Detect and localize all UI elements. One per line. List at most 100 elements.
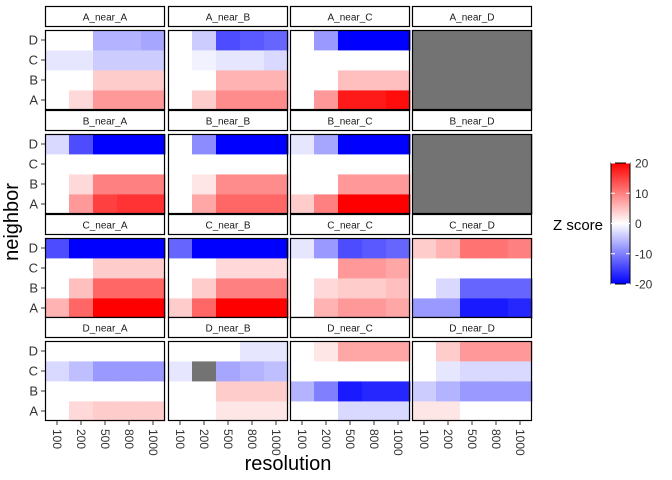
heat-cell <box>45 30 70 51</box>
heat-cell <box>168 154 193 175</box>
heat-cell <box>192 154 217 175</box>
heat-cell <box>508 298 533 319</box>
heat-cell <box>93 90 118 111</box>
y-tick-label: D <box>29 137 38 152</box>
facet-label: C_near_B <box>205 221 250 232</box>
heat-cell <box>45 238 70 259</box>
heat-cell <box>69 298 94 319</box>
heat-cell <box>168 278 193 299</box>
heat-cell <box>338 298 363 319</box>
heat-cell <box>264 298 289 319</box>
heat-cell <box>69 258 94 279</box>
heat-cell <box>117 361 142 382</box>
facet-strip <box>44 5 166 28</box>
heat-cell <box>412 278 437 299</box>
heat-cell <box>290 154 315 175</box>
heat-cell <box>338 194 363 215</box>
facet-panel: A_near_B <box>167 5 289 111</box>
legend-tick-label: -20 <box>635 278 653 292</box>
x-tick-label: 1000 <box>513 429 527 456</box>
heat-cell <box>412 90 437 111</box>
heat-cell <box>69 50 94 71</box>
heat-cell <box>314 50 339 71</box>
heat-cell <box>460 174 485 195</box>
legend-title: Z score <box>553 217 603 234</box>
y-tick-label: B <box>29 73 38 88</box>
heat-cell <box>216 238 241 259</box>
y-tick-label: A <box>29 93 38 108</box>
heat-cell <box>69 90 94 111</box>
heat-cell <box>386 50 411 71</box>
heat-cell <box>216 381 241 402</box>
y-tick-label: C <box>29 157 38 172</box>
facet-label: A_near_A <box>83 13 128 24</box>
y-axis-title: neighbor <box>1 183 23 261</box>
heat-cell <box>216 298 241 319</box>
heat-cell <box>338 174 363 195</box>
y-tick-label: C <box>29 261 38 276</box>
heat-cell <box>386 90 411 111</box>
facet-strip <box>167 109 289 132</box>
facet-strip <box>411 5 533 28</box>
facet-label: A_near_C <box>327 13 372 24</box>
facet-label: B_near_D <box>449 117 494 128</box>
heat-cell <box>386 258 411 279</box>
heat-cell <box>141 361 166 382</box>
heat-cell <box>484 194 509 215</box>
heat-cell <box>386 361 411 382</box>
heat-cell <box>141 258 166 279</box>
heat-cell <box>69 70 94 91</box>
x-tick-label: 1000 <box>269 429 283 456</box>
x-tick-label: 500 <box>343 429 357 449</box>
heat-cell <box>240 134 265 155</box>
heat-cell <box>436 134 461 155</box>
heat-cell <box>508 174 533 195</box>
heat-cell <box>141 174 166 195</box>
heat-cell <box>117 90 142 111</box>
heat-cell <box>338 134 363 155</box>
panel-border <box>44 133 166 215</box>
heat-cell <box>45 90 70 111</box>
heat-cell <box>117 50 142 71</box>
heat-cell <box>216 401 241 422</box>
heat-cell <box>508 401 533 422</box>
heat-cell <box>460 258 485 279</box>
heat-cell <box>508 341 533 362</box>
heat-cell <box>264 381 289 402</box>
x-tick-label: 200 <box>197 429 211 449</box>
heat-cell <box>460 298 485 319</box>
facet-panel: C_near_A <box>44 213 166 319</box>
heat-cell <box>216 194 241 215</box>
heat-cell <box>168 238 193 259</box>
heat-cell <box>362 70 387 91</box>
heat-cell <box>93 238 118 259</box>
heat-cell <box>45 298 70 319</box>
heat-cell <box>45 50 70 71</box>
heat-cell <box>264 341 289 362</box>
x-tick-label: 500 <box>98 429 112 449</box>
heat-cell <box>484 30 509 51</box>
facet-panel: A_near_A <box>44 5 166 111</box>
facet-label: A_near_D <box>449 13 494 24</box>
heat-cell <box>192 298 217 319</box>
heat-cell <box>168 174 193 195</box>
heat-cell <box>240 30 265 51</box>
x-tick-label: 1000 <box>146 429 160 456</box>
legend-tick-label: -10 <box>635 247 653 261</box>
heat-cell <box>314 30 339 51</box>
heat-cell <box>338 30 363 51</box>
heat-cell <box>45 401 70 422</box>
panel-border <box>44 29 166 111</box>
facet-panels: A_near_A A_near_B A_near_C A_near_D B_near_A… <box>44 5 533 422</box>
facet-panel: D_near_C <box>289 316 411 422</box>
heat-cell <box>362 134 387 155</box>
heat-cell <box>192 50 217 71</box>
heat-cell <box>216 50 241 71</box>
heat-cell <box>460 134 485 155</box>
heat-cell <box>240 238 265 259</box>
heat-cell <box>314 90 339 111</box>
panel-border <box>411 340 533 422</box>
heat-cell <box>508 381 533 402</box>
heat-cell <box>484 298 509 319</box>
heat-cell <box>93 30 118 51</box>
